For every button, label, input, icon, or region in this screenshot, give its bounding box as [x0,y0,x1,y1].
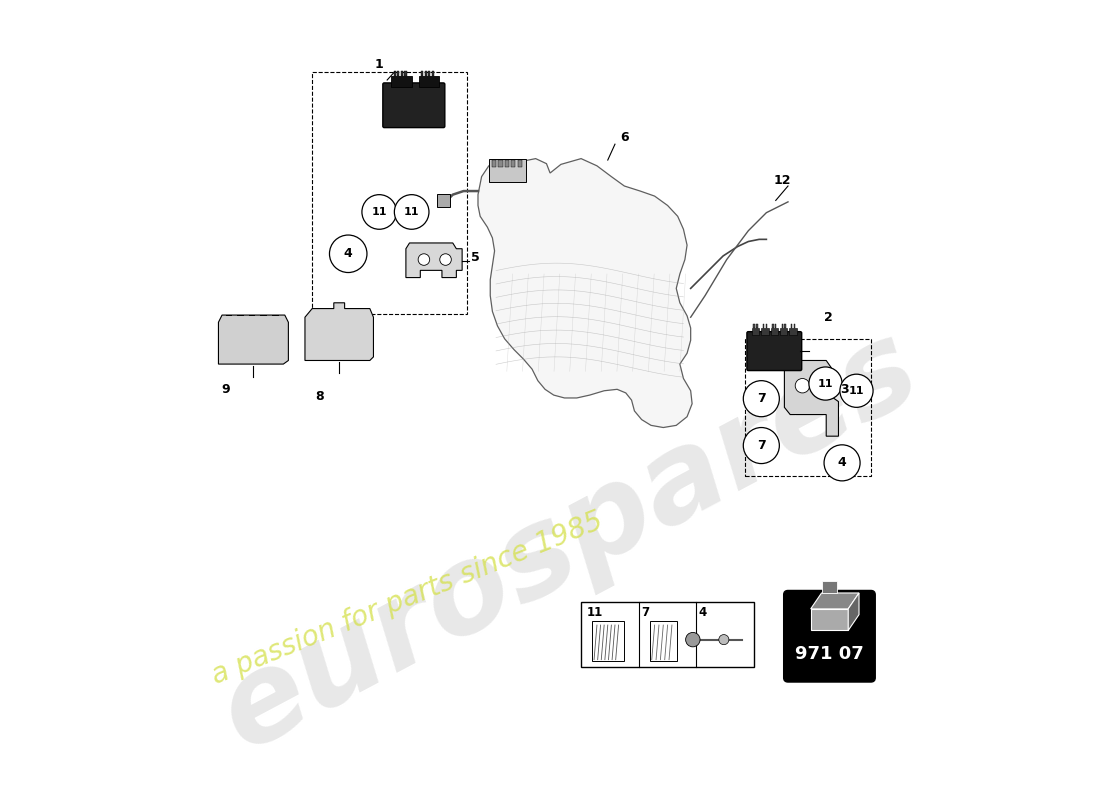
Bar [790,328,796,335]
Polygon shape [478,158,692,427]
Text: 6: 6 [620,130,629,143]
Text: 11: 11 [849,386,865,396]
Circle shape [418,254,430,266]
Bar [581,602,755,667]
Polygon shape [784,361,838,436]
Bar [312,72,468,314]
Bar [505,160,509,167]
FancyBboxPatch shape [383,83,444,128]
Text: 7: 7 [641,606,649,619]
Text: 5: 5 [471,251,480,264]
Text: 12: 12 [773,174,791,187]
FancyBboxPatch shape [747,332,802,370]
Text: 3: 3 [840,383,848,396]
Bar [745,339,871,476]
Circle shape [362,194,396,230]
Text: 971 07: 971 07 [795,646,864,663]
Text: a passion for parts since 1985: a passion for parts since 1985 [208,507,607,690]
Bar [780,328,788,335]
Bar [752,328,759,335]
Bar [488,158,526,182]
Bar [761,328,769,335]
Text: 7: 7 [757,439,766,452]
Polygon shape [811,593,859,609]
Circle shape [330,235,367,273]
Bar [772,325,773,328]
Circle shape [685,633,700,647]
Polygon shape [219,315,288,364]
Bar [421,71,424,76]
Text: 8: 8 [315,390,323,403]
Circle shape [718,634,729,645]
Polygon shape [822,582,837,593]
Text: 1: 1 [375,58,384,71]
Bar [425,71,427,76]
Polygon shape [406,243,462,278]
Bar [498,160,503,167]
Bar [811,609,848,630]
Circle shape [824,445,860,481]
Bar [392,76,411,87]
Bar [592,621,625,661]
Circle shape [811,378,825,393]
Text: 2: 2 [824,311,833,324]
Bar [394,71,396,76]
Text: 4: 4 [698,606,707,619]
Bar [776,325,777,328]
Text: eurospares: eurospares [200,308,937,774]
Bar [754,325,755,328]
Circle shape [808,367,843,400]
Bar [437,194,450,207]
Text: 7: 7 [757,392,766,405]
Bar [650,621,676,661]
Bar [791,325,792,328]
Bar [400,71,403,76]
Circle shape [440,254,451,266]
Bar [757,325,758,328]
Polygon shape [305,303,374,361]
Bar [419,76,439,87]
Circle shape [840,374,873,407]
Text: 11: 11 [817,378,833,389]
Bar [766,325,767,328]
Bar [771,328,778,335]
Circle shape [744,381,780,417]
Bar [405,71,407,76]
Polygon shape [848,593,859,630]
FancyBboxPatch shape [783,590,876,682]
Bar [512,160,516,167]
Bar [428,71,430,76]
Circle shape [795,378,810,393]
Bar [397,71,399,76]
Bar [432,71,434,76]
Bar [492,160,496,167]
Bar [794,325,795,328]
Bar [784,325,785,328]
Text: 4: 4 [344,247,353,260]
Bar [518,160,522,167]
Circle shape [395,194,429,230]
Text: 9: 9 [221,383,230,396]
Bar [762,325,764,328]
Text: 11: 11 [372,207,387,217]
Bar [781,325,783,328]
Text: 11: 11 [404,207,419,217]
Text: 11: 11 [587,606,603,619]
Circle shape [744,427,780,463]
Text: 4: 4 [838,456,846,470]
